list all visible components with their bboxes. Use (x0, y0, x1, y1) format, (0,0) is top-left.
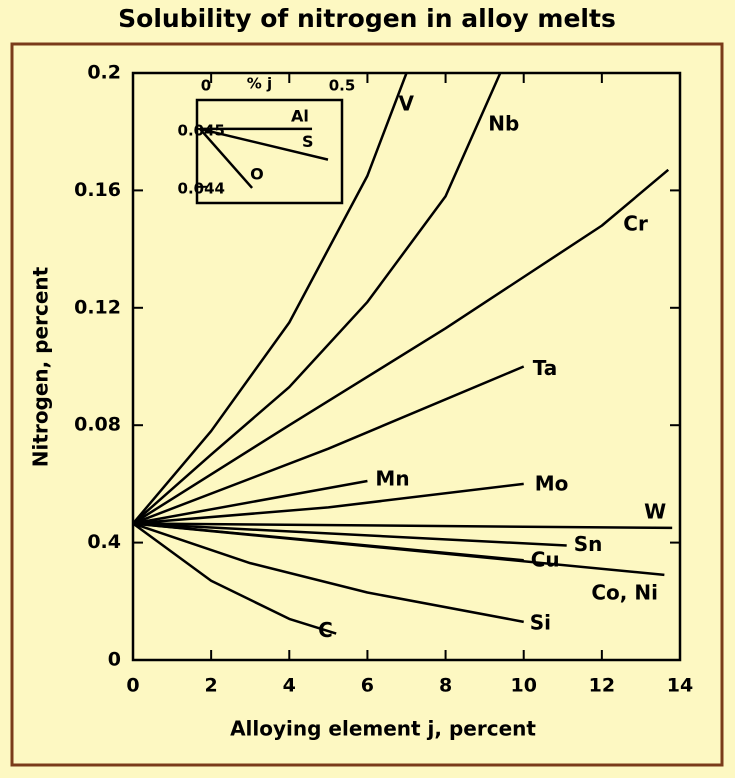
x-tick-label: 4 (283, 675, 296, 697)
x-tick-label: 0 (201, 77, 211, 95)
series-label: S (302, 132, 314, 151)
x-tick-label: 10 (510, 675, 536, 697)
series-line (132, 72, 408, 525)
series-label: Cu (531, 548, 560, 572)
y-tick-label: 0 (108, 649, 121, 671)
x-tick-label: 0.5 (329, 77, 356, 95)
series-line (132, 168, 670, 525)
series-label: W (644, 499, 666, 523)
series-line (132, 522, 337, 635)
chart-title: Solubility of nitrogen in alloy melts (118, 4, 616, 33)
frame (10, 42, 724, 767)
x-tick-label: 12 (589, 675, 615, 697)
x-tick-label: 8 (439, 675, 452, 697)
series-line (132, 522, 524, 624)
series-label: Ta (533, 356, 558, 380)
series-label: Mn (375, 466, 409, 490)
series-label: O (250, 164, 264, 183)
series-label: Nb (488, 112, 519, 136)
x-tick-label: 0 (126, 675, 139, 697)
x-axis-label: % j (247, 75, 272, 93)
y-tick-label: 0.2 (87, 62, 121, 84)
series-label: Sn (574, 532, 603, 556)
y-tick-label: 0.16 (74, 179, 121, 201)
series-line (199, 128, 254, 189)
y-tick-label: 0.044 (178, 179, 225, 197)
x-tick-label: 6 (361, 675, 374, 697)
x-tick-label: 2 (205, 675, 218, 697)
series-label: Si (530, 610, 551, 634)
series-line (132, 479, 368, 525)
x-axis-label: Alloying element j, percent (230, 717, 536, 741)
y-tick-label: 0.08 (74, 414, 121, 436)
series-label: Co, Ni (591, 580, 658, 604)
series-line (132, 365, 525, 525)
series-line (132, 482, 524, 525)
series-label: V (399, 92, 415, 116)
y-tick-label: 0.4 (87, 531, 121, 553)
series-line (132, 72, 502, 525)
series-label: Al (291, 106, 309, 125)
series-line (132, 522, 665, 577)
y-tick-label: 0.12 (74, 296, 121, 318)
series-line (199, 127, 329, 161)
series-line (132, 522, 567, 547)
series-label: Mo (535, 471, 569, 495)
series-line (132, 522, 673, 530)
x-tick-label: 14 (667, 675, 693, 697)
series-label: C (318, 618, 333, 642)
y-axis-label: Nitrogen, percent (29, 266, 53, 467)
series-label: Cr (623, 211, 648, 235)
